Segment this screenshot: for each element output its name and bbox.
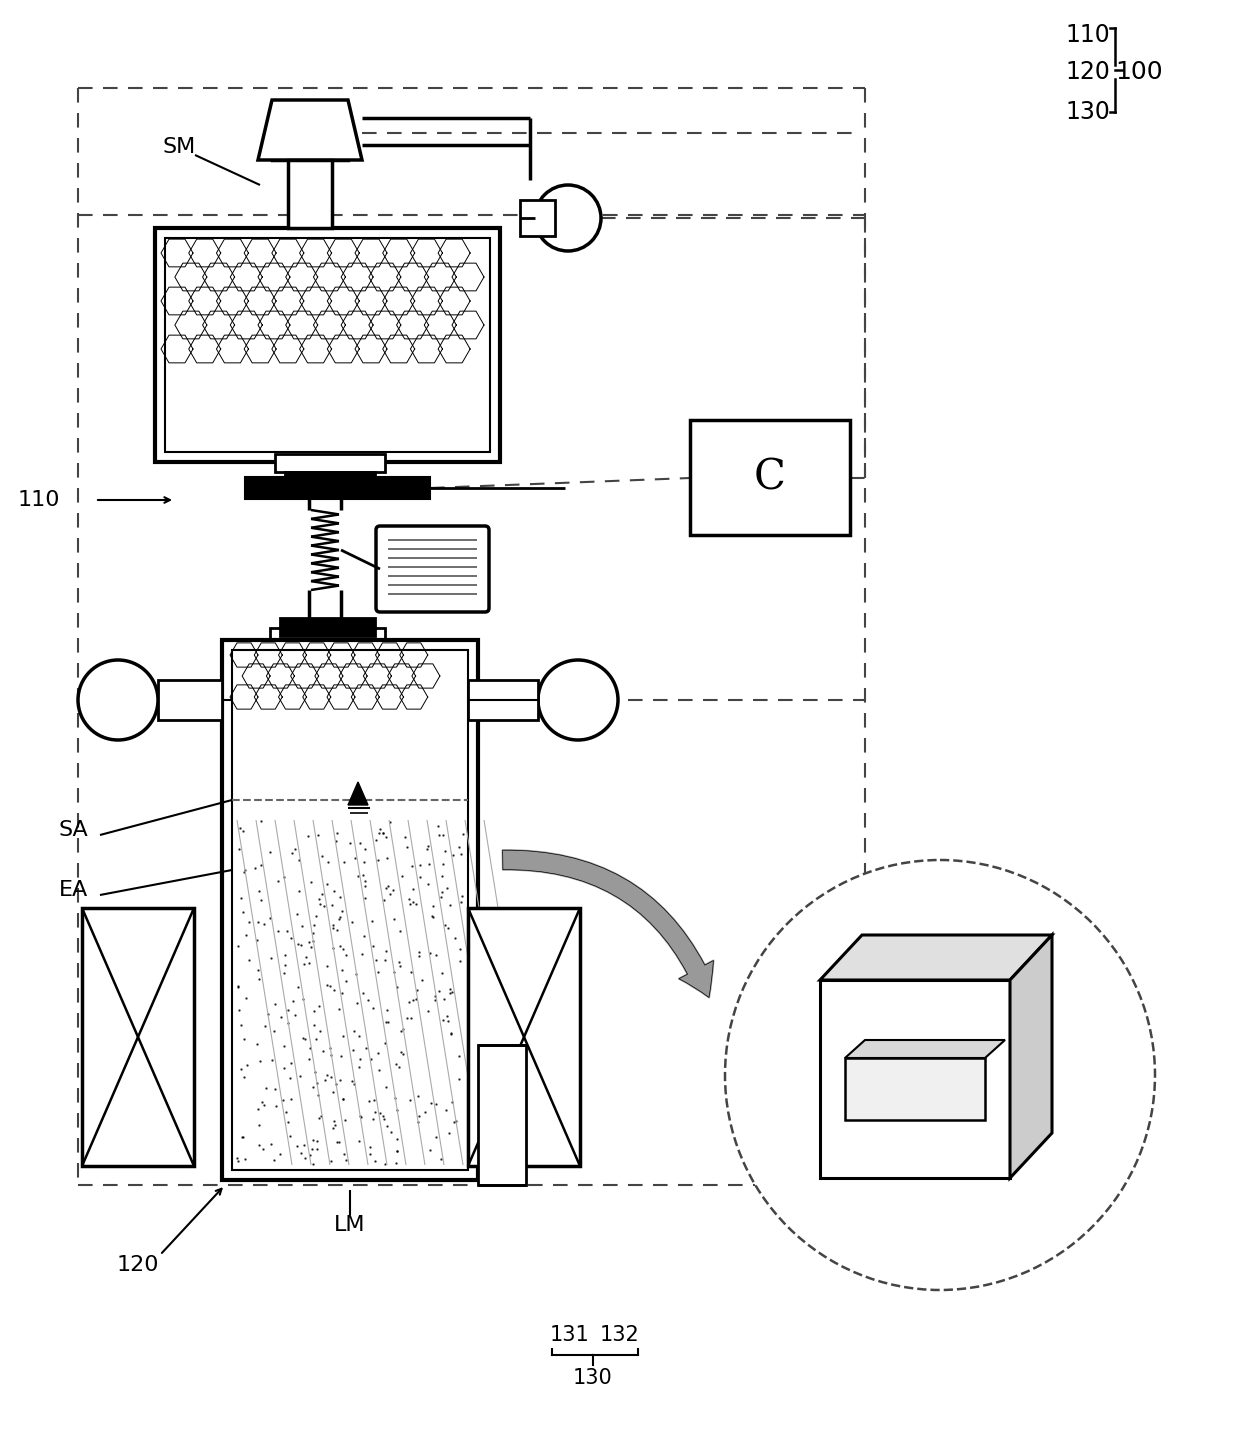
Text: 120: 120 — [117, 1256, 159, 1276]
Text: 120: 120 — [1065, 60, 1110, 85]
Polygon shape — [844, 1040, 1004, 1058]
Bar — [155, 228, 500, 462]
Bar — [246, 476, 430, 499]
FancyArrowPatch shape — [502, 850, 713, 997]
Text: 110: 110 — [17, 489, 60, 509]
FancyBboxPatch shape — [376, 527, 489, 611]
Circle shape — [534, 185, 601, 251]
Polygon shape — [258, 100, 362, 159]
Bar — [157, 680, 222, 720]
Text: LM: LM — [335, 1215, 366, 1236]
Bar — [467, 680, 538, 720]
Text: SM: SM — [162, 136, 195, 156]
Polygon shape — [348, 782, 368, 805]
Polygon shape — [844, 1058, 985, 1119]
Bar — [477, 1045, 526, 1185]
Circle shape — [78, 660, 157, 740]
Circle shape — [725, 860, 1154, 1290]
Text: 130: 130 — [573, 1368, 613, 1388]
Text: SA: SA — [58, 819, 88, 839]
Text: C: C — [754, 456, 786, 499]
Bar — [272, 128, 348, 159]
Bar — [270, 629, 384, 646]
Polygon shape — [820, 980, 1011, 1178]
Bar — [165, 238, 490, 452]
Text: 131: 131 — [551, 1325, 590, 1345]
Bar — [232, 650, 467, 1170]
Bar — [520, 199, 556, 235]
Text: 132: 132 — [600, 1325, 640, 1345]
Circle shape — [538, 660, 618, 740]
Text: 110: 110 — [1065, 23, 1110, 47]
Bar — [222, 640, 477, 1180]
Text: EA: EA — [58, 880, 88, 900]
Text: 130: 130 — [1065, 100, 1110, 123]
Text: 100: 100 — [1115, 60, 1163, 85]
Bar — [275, 453, 384, 472]
Bar — [689, 420, 849, 535]
Polygon shape — [820, 936, 1052, 980]
Polygon shape — [1011, 936, 1052, 1178]
Bar — [467, 908, 580, 1167]
Bar — [285, 472, 374, 486]
Bar — [288, 159, 332, 228]
Bar — [82, 908, 193, 1167]
Bar — [280, 618, 374, 636]
